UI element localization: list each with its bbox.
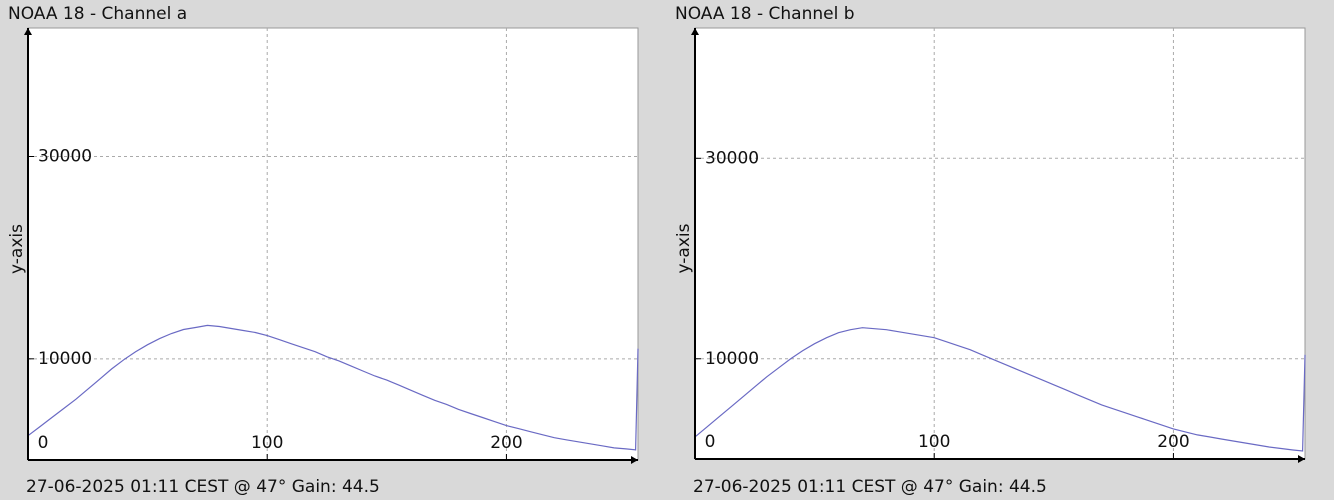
axis-arrow [24, 28, 32, 35]
plot-area [694, 27, 1306, 460]
plot-area [27, 27, 639, 461]
y-tick-label: 30000 [38, 146, 92, 166]
data-line [27, 324, 639, 451]
x-tick-label: 100 [918, 432, 950, 452]
x-tick-label: 0 [705, 432, 716, 452]
axis-arrow [1298, 455, 1305, 463]
y-axis-label: y-axis [7, 224, 27, 274]
x-tick-label: 200 [1157, 432, 1189, 452]
x-tick-label: 0 [38, 433, 49, 453]
axis-arrow [631, 456, 638, 464]
y-tick-label: 10000 [705, 349, 759, 369]
y-tick-label: 10000 [38, 349, 92, 369]
chart-title: NOAA 18 - Channel a [8, 4, 187, 24]
x-tick-label: 100 [251, 433, 283, 453]
x-tick-label: 200 [490, 433, 522, 453]
y-tick-label: 30000 [705, 148, 759, 168]
status-note: 27-06-2025 01:11 CEST @ 47° Gain: 44.5 [26, 477, 380, 497]
y-axis-label: y-axis [674, 223, 694, 273]
status-note: 27-06-2025 01:11 CEST @ 47° Gain: 44.5 [693, 477, 1047, 497]
data-line [694, 327, 1306, 452]
chart-title: NOAA 18 - Channel b [675, 4, 855, 24]
axis-arrow [691, 28, 699, 35]
